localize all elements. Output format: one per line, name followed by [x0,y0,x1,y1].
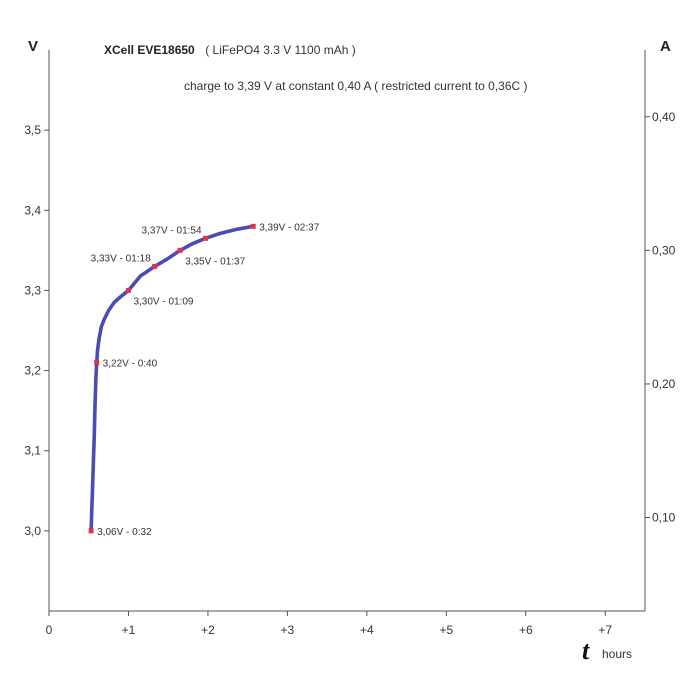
x-tick-label: +3 [281,623,295,637]
data-point-label: 3,35V - 01:37 [185,256,245,267]
y2-tick-label: 0,30 [652,243,676,257]
labels-layer: 3,06V - 0:32 3,22V - 0:40 3,30V - 01:09 3,3… [91,222,320,538]
y2-axis-unit: A [660,38,671,55]
y-ticks: 3,0 3,1 3,2 3,3 3,4 3,5 [24,123,49,538]
y2-tick-label: 0,10 [652,511,676,525]
y-tick-label: 3,2 [24,364,41,378]
y-tick-label: 3,3 [24,283,41,297]
y2-tick-label: 0,40 [652,110,676,124]
x-tick-label: +2 [201,623,215,637]
x-tick-label: +5 [439,623,453,637]
data-point-label: 3,33V - 01:18 [91,253,151,264]
x-tick-label: +4 [360,623,374,637]
data-point-label: 3,39V - 02:37 [259,222,319,233]
x-axis-unit: hours [602,647,632,661]
x-tick-label: 0 [46,623,53,637]
y2-tick-label: 0,20 [652,377,676,391]
data-point-marker [94,360,100,366]
chart-title-detail: ( LiFePO4 3.3 V 1100 mAh ) [205,43,356,57]
data-point-label: 3,30V - 01:09 [133,296,193,307]
chart-subtitle: charge to 3,39 V at constant 0,40 A ( re… [184,79,528,93]
data-point-label: 3,06V - 0:32 [97,527,152,538]
x-axis-symbol: t [582,636,590,665]
data-point-marker [203,235,209,241]
series-layer [89,224,255,533]
x-tick-label: +1 [122,623,136,637]
y-tick-label: 3,4 [24,203,41,217]
data-point-marker [125,287,131,293]
data-point-label: 3,37V - 01:54 [142,225,202,236]
points-layer [88,223,256,534]
data-point-marker [152,263,158,269]
data-point-marker [250,223,256,229]
y-axis-unit: V [28,38,38,55]
chart-title-line: XCell EVE18650 ( LiFePO4 3.3 V 1100 mAh … [104,41,356,58]
y-tick-label: 3,5 [24,123,41,137]
data-point-marker [88,528,94,534]
x-tick-label: +7 [598,623,612,637]
voltage-series-line [89,224,255,533]
x-tick-label: +6 [519,623,533,637]
y2-ticks: 0,10 0,20 0,30 0,40 [645,110,676,525]
y-tick-label: 3,1 [24,444,41,458]
data-point-marker [177,247,183,253]
data-point-label: 3,22V - 0:40 [103,359,158,370]
chart-title: XCell EVE18650 [104,43,195,57]
y-tick-label: 3,0 [24,524,41,538]
x-ticks: 0 +1 +2 +3 +4 +5 +6 +7 [46,611,612,637]
